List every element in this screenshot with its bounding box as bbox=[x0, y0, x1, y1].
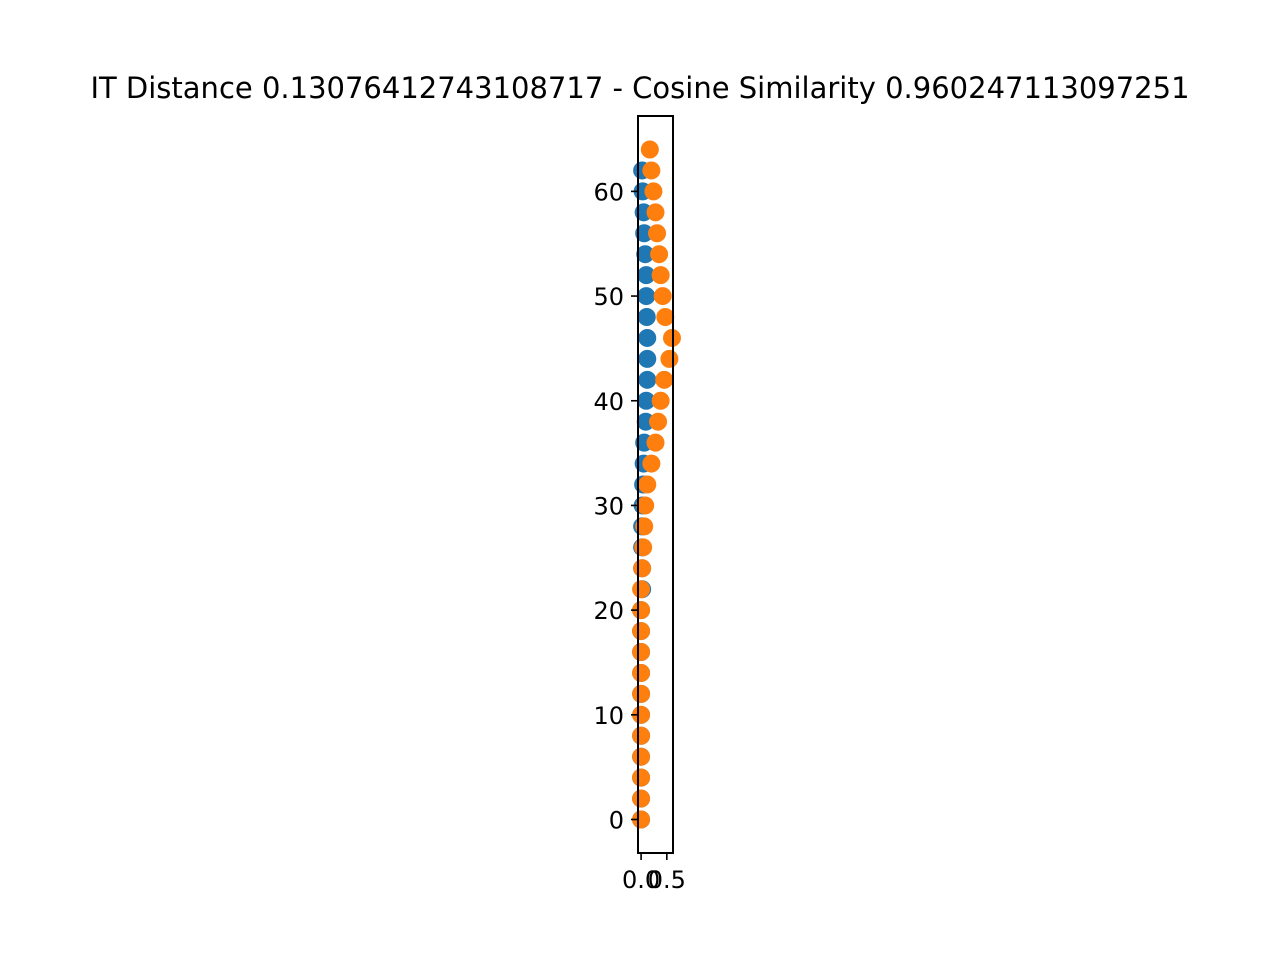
scatter-point-series-1 bbox=[638, 370, 657, 389]
x-tick-label: 0.5 bbox=[648, 866, 686, 894]
y-tick-label: 40 bbox=[593, 388, 624, 416]
scatter-point-series-2 bbox=[632, 643, 651, 661]
scatter-point-series-1 bbox=[637, 308, 656, 326]
plot-frame bbox=[637, 115, 674, 854]
scatter-point-series-2 bbox=[644, 182, 663, 201]
scatter-point-series-2 bbox=[632, 789, 651, 808]
scatter-point-series-1 bbox=[635, 224, 654, 243]
axis-ticks: 0 10 20 30 40 50 60 0.00.5 bbox=[593, 178, 685, 894]
scatter-point-series-2 bbox=[632, 663, 651, 682]
y-tick-label: 20 bbox=[593, 597, 624, 625]
scatter-point-series-2 bbox=[653, 287, 672, 306]
scatter-point-series-2 bbox=[656, 308, 675, 326]
scatter-point-series-2 bbox=[662, 328, 681, 347]
scatter-point-series-2 bbox=[648, 224, 667, 243]
scatter-point-series-2 bbox=[660, 349, 679, 368]
chart-title: IT Distance 0.13076412743108717 - Cosine… bbox=[90, 71, 1189, 105]
scatter-point-series-2 bbox=[642, 161, 661, 180]
scatter-point-series-1 bbox=[637, 266, 656, 285]
scatter-point-series-2 bbox=[651, 266, 670, 285]
scatter-point-series-1 bbox=[636, 412, 655, 431]
scatter-point-series-2 bbox=[640, 140, 659, 159]
scatter-point-series-2 bbox=[632, 580, 651, 599]
y-tick-label: 60 bbox=[593, 178, 624, 206]
scatter-point-series-2 bbox=[642, 454, 661, 473]
y-tick-label: 50 bbox=[593, 283, 624, 311]
scatter-point-series-2 bbox=[632, 726, 651, 745]
scatter-point-series-2 bbox=[650, 245, 669, 264]
scatter-point-series-2 bbox=[632, 705, 651, 724]
scatter-point-series-2 bbox=[651, 391, 670, 410]
scatter-point-series-1 bbox=[638, 328, 657, 347]
x-tick-label: 0.0 bbox=[622, 866, 660, 894]
scatter-point-series-2 bbox=[632, 747, 651, 766]
scatter-point-series-2 bbox=[636, 496, 655, 515]
scatter-point-series-2 bbox=[632, 601, 651, 620]
scatter-point-series-2 bbox=[634, 538, 653, 557]
y-tick-label: 30 bbox=[593, 492, 624, 520]
scatter-point-series-2 bbox=[633, 559, 652, 578]
scatter-point-series-2 bbox=[635, 517, 654, 536]
scatter-point-series-1 bbox=[638, 349, 657, 368]
scatter-point-series-2 bbox=[646, 203, 665, 222]
scatter-point-series-2 bbox=[649, 412, 668, 431]
scatter-point-series-2 bbox=[655, 370, 674, 389]
scatter-point-series-2 bbox=[632, 768, 651, 787]
y-tick-label: 0 bbox=[609, 807, 624, 835]
scatter-point-series-2 bbox=[646, 433, 665, 452]
scatter-point-series-2 bbox=[632, 622, 651, 641]
y-tick-label: 10 bbox=[593, 702, 624, 730]
scatter-point-series-1 bbox=[636, 245, 655, 264]
scatter-point-series-2 bbox=[638, 475, 657, 494]
scatter-point-series-1 bbox=[637, 391, 656, 410]
scatter-point-series-2 bbox=[632, 810, 651, 829]
scatter-point-series-2 bbox=[632, 684, 651, 703]
scatter-point-series-1 bbox=[637, 287, 656, 306]
